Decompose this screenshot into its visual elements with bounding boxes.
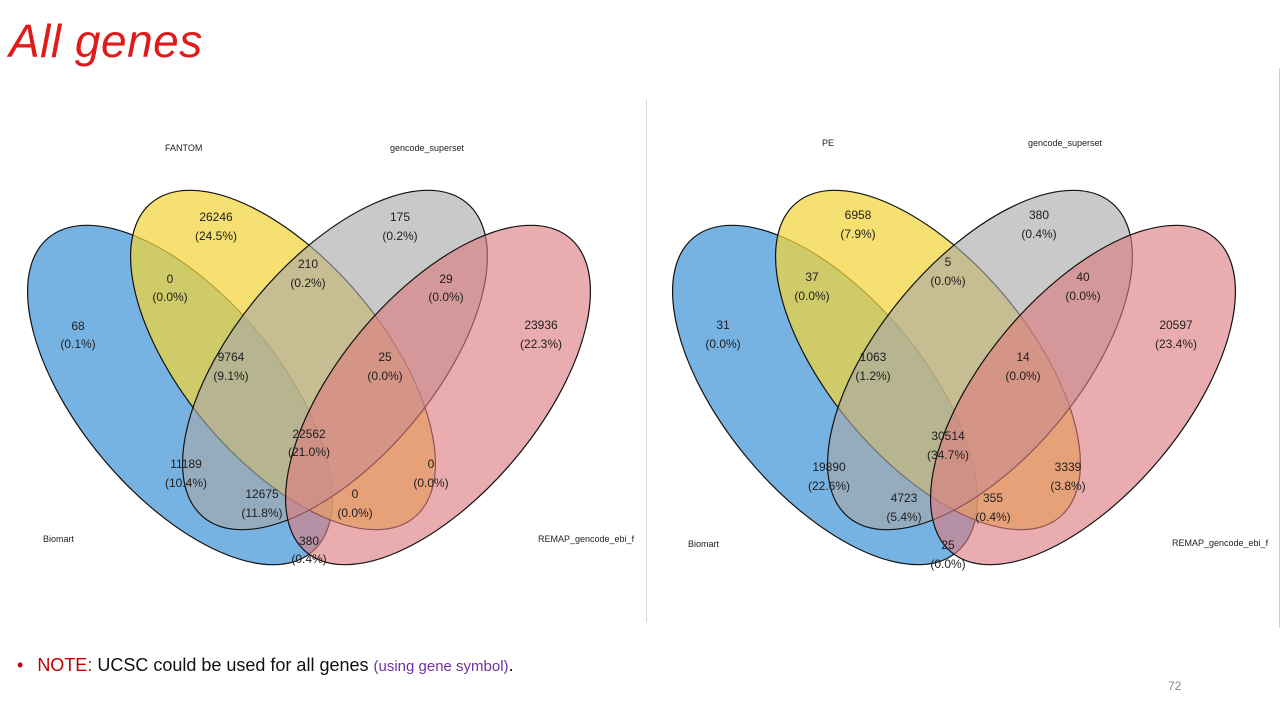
region-count: 3339 — [1055, 460, 1082, 474]
region-count: 14 — [1016, 350, 1030, 364]
region-count: 355 — [983, 491, 1003, 505]
region-percent: (0.0%) — [413, 476, 448, 490]
region-count: 0 — [428, 457, 435, 471]
region-percent: (7.9%) — [840, 227, 875, 241]
region-count: 5 — [945, 255, 952, 269]
region-percent: (0.0%) — [1065, 289, 1100, 303]
bullet-icon: • — [17, 655, 24, 675]
note-bullet-line: • NOTE: UCSC could be used for all genes … — [17, 655, 514, 676]
region-percent: (0.0%) — [152, 290, 187, 304]
set-label-remap: REMAP_gencode_ebi_f — [538, 534, 635, 544]
region-percent: (10.4%) — [165, 476, 207, 490]
region-percent: (0.0%) — [794, 289, 829, 303]
region-count: 4723 — [891, 491, 918, 505]
region-percent: (9.1%) — [213, 369, 248, 383]
region-count: 25 — [941, 538, 955, 552]
set-label-remap: REMAP_gencode_ebi_f — [1172, 538, 1269, 548]
region-percent: (1.2%) — [855, 369, 890, 383]
region-count: 25 — [378, 350, 392, 364]
region-count: 29 — [439, 272, 453, 286]
region-percent: (0.0%) — [930, 557, 965, 571]
set-label-pe: PE — [822, 138, 834, 148]
region-percent: (0.4%) — [975, 510, 1010, 524]
region-percent: (34.7%) — [927, 448, 969, 462]
region-percent: (0.0%) — [1005, 369, 1040, 383]
region-percent: (23.4%) — [1155, 337, 1197, 351]
region-count: 26246 — [199, 210, 233, 224]
set-ellipse-remap — [284, 224, 592, 566]
region-count: 210 — [298, 257, 318, 271]
set-label-gencode-superset: gencode_superset — [1028, 138, 1103, 148]
region-count: 6958 — [845, 208, 872, 222]
region-count: 0 — [167, 272, 174, 286]
region-count: 12675 — [245, 487, 279, 501]
region-percent: (0.0%) — [428, 290, 463, 304]
region-count: 380 — [299, 534, 319, 548]
region-count: 37 — [805, 270, 819, 284]
region-percent: (21.0%) — [288, 445, 330, 459]
region-percent: (0.4%) — [291, 552, 326, 566]
slide-title: All genes — [9, 15, 203, 67]
region-percent: (0.0%) — [930, 274, 965, 288]
region-percent: (22.6%) — [808, 479, 850, 493]
note-end: . — [508, 655, 514, 675]
region-labels: 31 (0.0%) 6958 (7.9%) 380 (0.4%) 20597 (… — [705, 208, 1197, 571]
region-count: 20597 — [1159, 318, 1193, 332]
set-label-biomart: Biomart — [43, 534, 75, 544]
region-percent: (3.8%) — [1050, 479, 1085, 493]
note-label: NOTE: — [37, 655, 93, 675]
page-number: 72 — [1168, 679, 1182, 693]
panel-divider — [646, 100, 647, 622]
region-count: 22562 — [292, 427, 326, 441]
set-label-biomart: Biomart — [688, 539, 720, 549]
region-count: 0 — [352, 487, 359, 501]
note-aside: (using gene symbol) — [373, 658, 509, 675]
region-count: 31 — [716, 318, 730, 332]
region-percent: (0.2%) — [290, 276, 325, 290]
set-label-fantom: FANTOM — [165, 143, 202, 153]
region-count: 9764 — [218, 350, 245, 364]
region-count: 11189 — [170, 457, 202, 471]
region-percent: (0.2%) — [382, 229, 417, 243]
region-count: 30514 — [931, 429, 965, 443]
region-percent: (22.3%) — [520, 337, 562, 351]
note-text: UCSC could be used for all genes — [92, 655, 374, 675]
region-labels: 68 (0.1%) 26246 (24.5%) 175 (0.2%) 23936… — [60, 210, 562, 566]
region-count: 380 — [1029, 208, 1049, 222]
region-count: 19890 — [812, 460, 846, 474]
region-percent: (5.4%) — [886, 510, 921, 524]
region-count: 1063 — [860, 350, 887, 364]
region-percent: (0.1%) — [60, 337, 95, 351]
region-percent: (24.5%) — [195, 229, 237, 243]
region-percent: (0.4%) — [1021, 227, 1056, 241]
region-count: 40 — [1076, 270, 1090, 284]
region-count: 68 — [71, 319, 85, 333]
region-percent: (11.8%) — [241, 506, 282, 520]
venn-ellipses — [671, 189, 1237, 566]
set-ellipse-remap — [929, 224, 1237, 566]
region-count: 175 — [390, 210, 410, 224]
set-label-gencode-superset: gencode_superset — [390, 143, 465, 153]
region-percent: (0.0%) — [337, 506, 372, 520]
region-percent: (0.0%) — [705, 337, 740, 351]
venn-ellipses — [26, 189, 592, 566]
region-percent: (0.0%) — [367, 369, 402, 383]
region-count: 23936 — [524, 318, 558, 332]
